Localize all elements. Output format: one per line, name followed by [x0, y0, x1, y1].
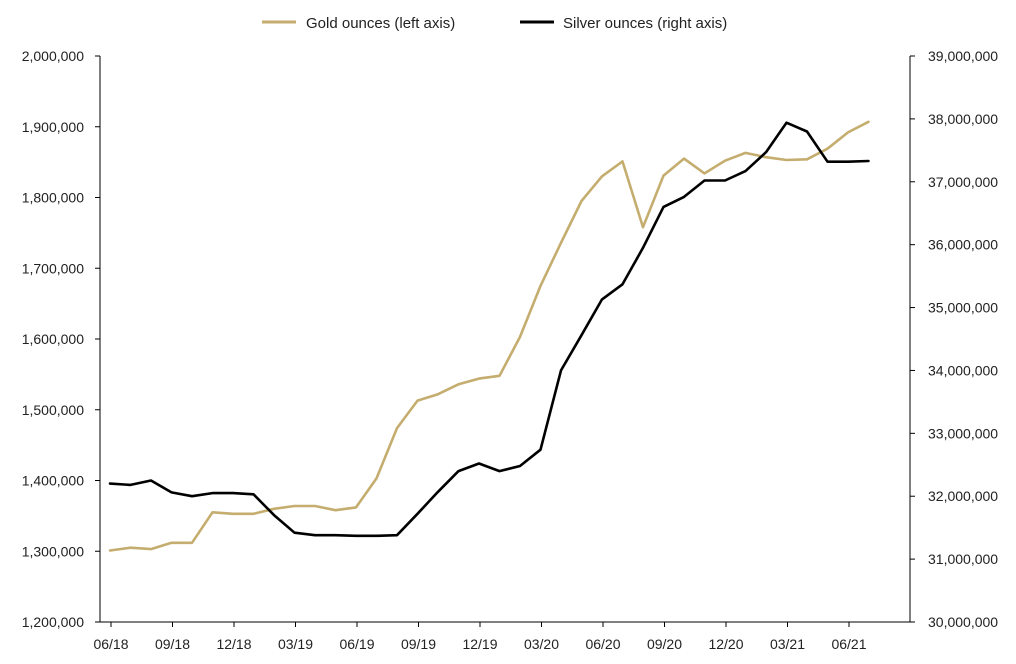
x-tick-label: 12/18	[216, 636, 251, 652]
x-tick-label: 09/20	[647, 636, 682, 652]
legend-label-silver: Silver ounces (right axis)	[563, 15, 727, 32]
x-tick-label: 12/20	[708, 636, 743, 652]
y-right-tick-label: 34,000,000	[928, 362, 998, 378]
y-left-tick-label: 1,600,000	[22, 331, 84, 347]
y-right-tick-label: 37,000,000	[928, 174, 998, 190]
x-tick-label: 03/19	[278, 636, 313, 652]
legend-label-gold: Gold ounces (left axis)	[306, 15, 455, 32]
axes: 1,200,000 1,300,000 1,400,000 1,500,000 1,60…	[22, 48, 999, 652]
x-tick-label: 06/18	[93, 636, 128, 652]
x-tick-label: 06/19	[339, 636, 374, 652]
x-tick-label: 03/21	[770, 636, 805, 652]
series-line-gold	[108, 120, 870, 552]
y-left-tick-label: 1,500,000	[22, 402, 84, 418]
y-left-tick-label: 1,900,000	[22, 119, 84, 135]
y-right-tick-label: 35,000,000	[928, 300, 998, 316]
series-layer	[108, 120, 870, 552]
y-right-tick-label: 31,000,000	[928, 551, 998, 567]
y-right-tick-label: 38,000,000	[928, 111, 998, 127]
y-right-tick-label: 32,000,000	[928, 488, 998, 504]
y-left-tick-label: 1,300,000	[22, 543, 84, 559]
x-tick-label: 06/21	[831, 636, 866, 652]
y-left-tick-label: 2,000,000	[22, 48, 84, 64]
x-tick-label: 12/19	[462, 636, 497, 652]
y-right-tick-label: 33,000,000	[928, 425, 998, 441]
y-right-tick-label: 30,000,000	[928, 614, 998, 630]
y-left-tick-label: 1,400,000	[22, 473, 84, 489]
y-left-tick-label: 1,200,000	[22, 614, 84, 630]
y-right-tick-label: 36,000,000	[928, 237, 998, 253]
x-tick-label: 09/19	[401, 636, 436, 652]
x-tick-label: 09/18	[155, 636, 190, 652]
series-line-silver	[108, 121, 870, 538]
y-left-tick-label: 1,700,000	[22, 260, 84, 276]
y-left-tick-label: 1,800,000	[22, 190, 84, 206]
x-tick-label: 06/20	[585, 636, 620, 652]
legend: Gold ounces (left axis) Silver ounces (r…	[262, 15, 727, 32]
y-right-tick-label: 39,000,000	[928, 48, 998, 64]
x-tick-label: 03/20	[524, 636, 559, 652]
